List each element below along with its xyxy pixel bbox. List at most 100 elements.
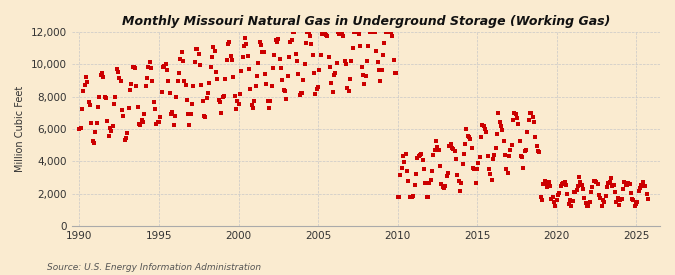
Point	[286, 38, 297, 42]
Point	[441, 174, 452, 178]
Point	[568, 190, 579, 195]
Point	[556, 183, 566, 188]
Point	[640, 184, 651, 189]
Point	[351, 30, 362, 34]
Point	[245, 87, 256, 91]
Point	[637, 180, 648, 184]
Point	[362, 59, 373, 64]
Point	[559, 180, 570, 184]
Point	[512, 116, 522, 120]
Point	[172, 79, 183, 83]
Point	[212, 76, 223, 81]
Point	[369, 30, 379, 34]
Point	[175, 56, 186, 61]
Point	[603, 181, 614, 185]
Point	[444, 144, 455, 148]
Point	[439, 186, 450, 191]
Point	[483, 167, 494, 171]
Point	[155, 115, 166, 119]
Point	[619, 180, 630, 185]
Point	[102, 119, 113, 123]
Point	[120, 136, 131, 140]
Point	[106, 128, 117, 133]
Point	[639, 184, 649, 189]
Point	[97, 71, 107, 75]
Point	[523, 118, 534, 122]
Point	[410, 182, 421, 187]
Point	[342, 86, 352, 90]
Point	[285, 40, 296, 45]
Point	[168, 123, 179, 128]
Point	[80, 83, 90, 87]
Point	[633, 189, 644, 193]
Point	[522, 130, 533, 134]
Point	[209, 49, 220, 53]
Point	[380, 30, 391, 34]
Point	[290, 52, 301, 57]
Point	[460, 142, 470, 146]
Point	[533, 148, 543, 153]
Point	[487, 156, 498, 161]
Point	[394, 195, 404, 199]
Point	[615, 197, 626, 202]
Point	[169, 114, 180, 118]
Point	[636, 183, 647, 188]
Point	[406, 195, 416, 199]
Point	[359, 82, 370, 86]
Point	[389, 70, 400, 75]
Title: Monthly Missouri Natural Gas in Underground Storage (Working Gas): Monthly Missouri Natural Gas in Undergro…	[122, 15, 610, 28]
Point	[356, 65, 367, 69]
Point	[421, 195, 432, 199]
Point	[343, 89, 354, 94]
Point	[527, 115, 538, 119]
Point	[197, 99, 208, 103]
Point	[470, 181, 481, 185]
Point	[580, 200, 591, 205]
Point	[510, 112, 521, 117]
Point	[502, 171, 513, 175]
Point	[395, 173, 406, 177]
Point	[490, 145, 501, 150]
Point	[118, 114, 129, 118]
Point	[375, 79, 385, 84]
Point	[289, 30, 300, 34]
Point	[418, 167, 429, 171]
Point	[74, 127, 85, 131]
Point	[634, 186, 645, 191]
Point	[524, 111, 535, 115]
Point	[304, 34, 315, 39]
Point	[296, 90, 306, 95]
Point	[124, 88, 135, 92]
Point	[105, 126, 115, 131]
Point	[500, 153, 510, 157]
Point	[612, 196, 623, 200]
Point	[423, 195, 433, 199]
Point	[529, 120, 539, 125]
Point	[517, 155, 528, 160]
Point	[249, 99, 260, 103]
Point	[450, 156, 461, 161]
Point	[452, 172, 462, 177]
Point	[497, 128, 508, 133]
Point	[352, 30, 363, 34]
Point	[623, 180, 634, 185]
Point	[363, 44, 374, 49]
Point	[224, 40, 235, 45]
Point	[491, 132, 502, 137]
Point	[232, 99, 242, 104]
Point	[333, 30, 344, 34]
Point	[173, 71, 184, 75]
Point	[440, 184, 451, 188]
Point	[550, 203, 561, 208]
Point	[171, 95, 182, 100]
Point	[346, 59, 356, 64]
Point	[358, 73, 369, 77]
Point	[135, 123, 146, 127]
Point	[263, 99, 273, 103]
Point	[489, 152, 500, 157]
Point	[163, 78, 173, 83]
Point	[267, 66, 278, 70]
Point	[182, 98, 192, 102]
Point	[486, 177, 497, 182]
Point	[433, 148, 444, 152]
